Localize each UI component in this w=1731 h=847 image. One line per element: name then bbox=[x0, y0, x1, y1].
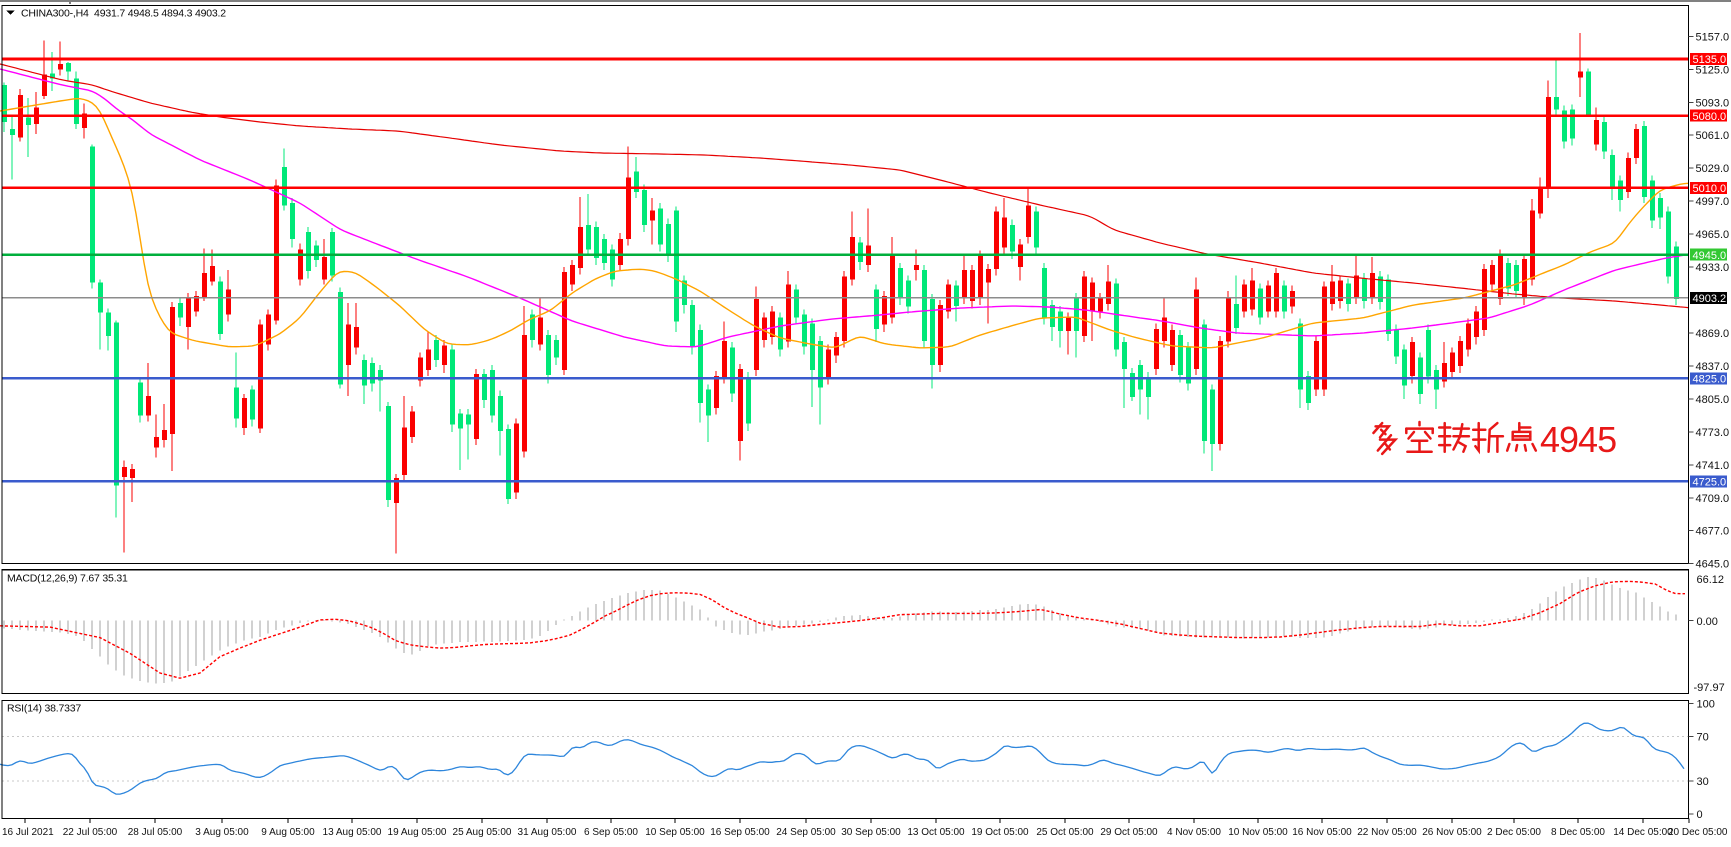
svg-text:5125.0: 5125.0 bbox=[1696, 64, 1730, 76]
svg-text:30: 30 bbox=[1697, 776, 1709, 788]
svg-text:10 Sep 05:00: 10 Sep 05:00 bbox=[645, 827, 705, 838]
svg-text:25 Oct 05:00: 25 Oct 05:00 bbox=[1036, 827, 1094, 838]
svg-text:28 Jul 05:00: 28 Jul 05:00 bbox=[128, 827, 183, 838]
svg-text:4773.0: 4773.0 bbox=[1696, 427, 1730, 439]
svg-text:22 Nov 05:00: 22 Nov 05:00 bbox=[1357, 827, 1417, 838]
svg-text:13 Oct 05:00: 13 Oct 05:00 bbox=[907, 827, 965, 838]
svg-text:0: 0 bbox=[1697, 809, 1703, 821]
svg-text:4965.0: 4965.0 bbox=[1696, 229, 1730, 241]
svg-text:100: 100 bbox=[1697, 699, 1715, 711]
svg-text:16 Sep 05:00: 16 Sep 05:00 bbox=[710, 827, 770, 838]
svg-text:20 Dec 05:00: 20 Dec 05:00 bbox=[1668, 827, 1728, 838]
svg-text:5029.0: 5029.0 bbox=[1696, 163, 1730, 175]
svg-text:19 Aug 05:00: 19 Aug 05:00 bbox=[388, 827, 447, 838]
svg-text:5061.0: 5061.0 bbox=[1696, 130, 1730, 142]
svg-text:4869.0: 4869.0 bbox=[1696, 328, 1730, 340]
svg-text:31 Aug 05:00: 31 Aug 05:00 bbox=[518, 827, 577, 838]
svg-text:4933.0: 4933.0 bbox=[1696, 262, 1730, 274]
svg-text:RSI(14) 38.7337: RSI(14) 38.7337 bbox=[7, 703, 81, 715]
svg-text:4945: 4945 bbox=[1540, 419, 1616, 460]
svg-text:30 Sep 05:00: 30 Sep 05:00 bbox=[841, 827, 901, 838]
svg-text:16 Jul 2021: 16 Jul 2021 bbox=[2, 827, 54, 838]
svg-text:22 Jul 05:00: 22 Jul 05:00 bbox=[63, 827, 118, 838]
svg-text:10 Nov 05:00: 10 Nov 05:00 bbox=[1228, 827, 1288, 838]
svg-text:5093.0: 5093.0 bbox=[1696, 97, 1730, 109]
svg-text:4805.0: 4805.0 bbox=[1696, 394, 1730, 406]
svg-text:25 Aug 05:00: 25 Aug 05:00 bbox=[453, 827, 512, 838]
svg-text:19 Oct 05:00: 19 Oct 05:00 bbox=[971, 827, 1029, 838]
svg-text:4725.0: 4725.0 bbox=[1693, 477, 1727, 489]
svg-text:CHINA300-,H4 4931.7 4948.5 48: CHINA300-,H4 4931.7 4948.5 4894.3 4903.2 bbox=[21, 8, 226, 20]
svg-text:5080.0: 5080.0 bbox=[1693, 111, 1727, 123]
svg-text:4997.0: 4997.0 bbox=[1696, 196, 1730, 208]
svg-text:5010.0: 5010.0 bbox=[1693, 183, 1727, 195]
svg-text:4903.2: 4903.2 bbox=[1693, 293, 1727, 305]
svg-text:6 Sep 05:00: 6 Sep 05:00 bbox=[584, 827, 638, 838]
svg-text:4945.0: 4945.0 bbox=[1693, 250, 1727, 262]
svg-text:29 Oct 05:00: 29 Oct 05:00 bbox=[1100, 827, 1158, 838]
svg-text:8 Dec 05:00: 8 Dec 05:00 bbox=[1551, 827, 1605, 838]
svg-text:4645.0: 4645.0 bbox=[1696, 559, 1730, 571]
svg-text:66.12: 66.12 bbox=[1697, 574, 1725, 586]
svg-text:MACD(12,26,9) 7.67 35.31: MACD(12,26,9) 7.67 35.31 bbox=[7, 573, 128, 585]
svg-text:0.00: 0.00 bbox=[1697, 616, 1718, 628]
svg-text:4 Nov 05:00: 4 Nov 05:00 bbox=[1167, 827, 1221, 838]
svg-text:24 Sep 05:00: 24 Sep 05:00 bbox=[776, 827, 836, 838]
svg-text:-97.97: -97.97 bbox=[1694, 682, 1725, 694]
svg-text:3 Aug 05:00: 3 Aug 05:00 bbox=[195, 827, 249, 838]
svg-text:5135.0: 5135.0 bbox=[1693, 54, 1727, 66]
svg-text:4741.0: 4741.0 bbox=[1696, 460, 1730, 472]
svg-text:4677.0: 4677.0 bbox=[1696, 526, 1730, 538]
svg-text:4825.0: 4825.0 bbox=[1693, 374, 1727, 386]
svg-text:70: 70 bbox=[1697, 732, 1709, 744]
svg-text:5157.0: 5157.0 bbox=[1696, 31, 1730, 43]
svg-text:16 Nov 05:00: 16 Nov 05:00 bbox=[1292, 827, 1352, 838]
svg-text:14 Dec 05:00: 14 Dec 05:00 bbox=[1613, 827, 1673, 838]
svg-text:2 Dec 05:00: 2 Dec 05:00 bbox=[1487, 827, 1541, 838]
svg-text:13 Aug 05:00: 13 Aug 05:00 bbox=[323, 827, 382, 838]
svg-text:26 Nov 05:00: 26 Nov 05:00 bbox=[1422, 827, 1482, 838]
svg-text:4837.0: 4837.0 bbox=[1696, 361, 1730, 373]
svg-text:9 Aug 05:00: 9 Aug 05:00 bbox=[261, 827, 315, 838]
svg-text:4709.0: 4709.0 bbox=[1696, 493, 1730, 505]
